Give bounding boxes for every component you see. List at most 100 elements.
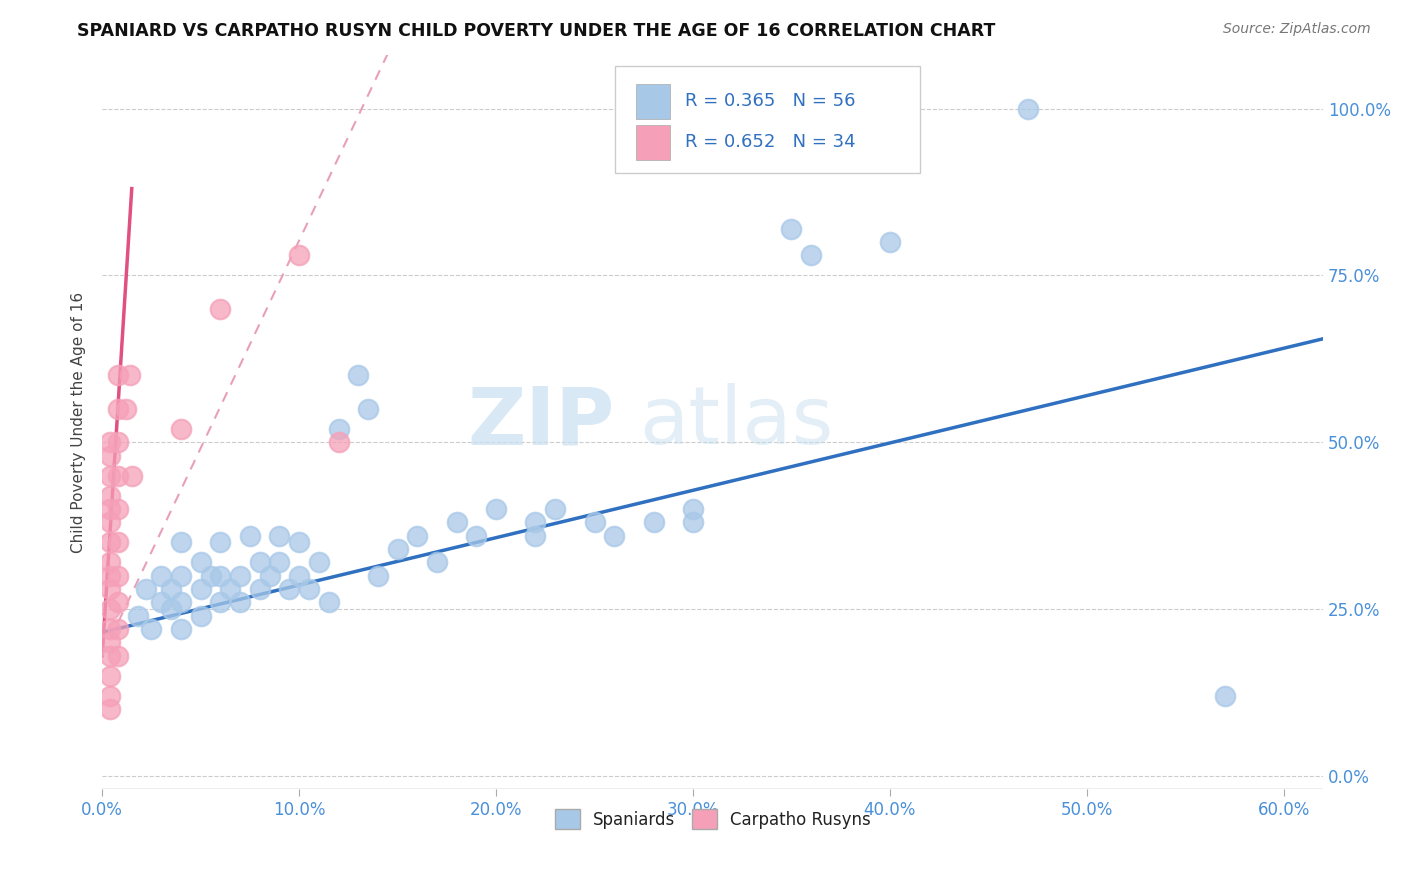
Point [170, 535, 193, 549]
Point [239, 528, 262, 542]
Point [269, 555, 291, 569]
Point [1213, 689, 1236, 703]
Point [209, 568, 232, 582]
Point [170, 568, 193, 582]
Point [107, 595, 129, 609]
FancyBboxPatch shape [614, 66, 921, 172]
FancyBboxPatch shape [636, 84, 669, 119]
Point [446, 516, 468, 530]
Point [190, 555, 212, 569]
Point [328, 422, 350, 436]
Point [135, 582, 157, 596]
Point [682, 502, 704, 516]
Point [107, 502, 129, 516]
Point [485, 502, 508, 516]
Point [98, 449, 121, 463]
Y-axis label: Child Poverty Under the Age of 16: Child Poverty Under the Age of 16 [72, 292, 86, 553]
Point [259, 568, 281, 582]
Point [209, 535, 232, 549]
Point [107, 622, 129, 636]
Point [800, 248, 823, 262]
Point [357, 401, 380, 416]
Point [524, 528, 547, 542]
Point [118, 368, 141, 383]
Point [141, 622, 163, 636]
Point [879, 235, 901, 249]
Point [308, 555, 330, 569]
Point [347, 368, 370, 383]
Point [98, 468, 121, 483]
Point [160, 582, 183, 596]
Point [98, 669, 121, 683]
Text: SPANIARD VS CARPATHO RUSYN CHILD POVERTY UNDER THE AGE OF 16 CORRELATION CHART: SPANIARD VS CARPATHO RUSYN CHILD POVERTY… [77, 22, 995, 40]
Point [1017, 102, 1039, 116]
Point [367, 568, 389, 582]
Point [170, 422, 193, 436]
Point [107, 401, 129, 416]
Point [229, 568, 252, 582]
Point [465, 528, 488, 542]
Text: Source: ZipAtlas.com: Source: ZipAtlas.com [1223, 22, 1371, 37]
FancyBboxPatch shape [636, 125, 669, 160]
Point [170, 622, 193, 636]
Point [288, 248, 311, 262]
Text: R = 0.652   N = 34: R = 0.652 N = 34 [685, 134, 855, 152]
Point [780, 221, 803, 235]
Point [98, 555, 121, 569]
Point [160, 602, 183, 616]
Point [98, 535, 121, 549]
Point [603, 528, 626, 542]
Point [98, 435, 121, 450]
Point [387, 541, 409, 556]
Point [190, 582, 212, 596]
Point [190, 608, 212, 623]
Point [107, 435, 129, 450]
Point [115, 401, 138, 416]
Text: ZIP: ZIP [468, 384, 614, 461]
Point [318, 595, 340, 609]
Point [209, 595, 232, 609]
Point [98, 635, 121, 649]
Point [249, 582, 271, 596]
Point [544, 502, 567, 516]
Point [170, 595, 193, 609]
Point [150, 595, 173, 609]
Point [583, 516, 606, 530]
Point [98, 489, 121, 503]
Point [298, 582, 321, 596]
Point [288, 535, 311, 549]
Point [288, 568, 311, 582]
Point [98, 582, 121, 596]
Point [107, 648, 129, 663]
Point [643, 516, 665, 530]
Point [98, 516, 121, 530]
Point [98, 502, 121, 516]
Point [219, 582, 242, 596]
Point [229, 595, 252, 609]
Point [121, 468, 143, 483]
Point [98, 648, 121, 663]
Point [98, 622, 121, 636]
Point [107, 468, 129, 483]
Point [107, 368, 129, 383]
Text: atlas: atlas [640, 384, 834, 461]
Point [682, 516, 704, 530]
Point [98, 689, 121, 703]
Point [328, 435, 350, 450]
Text: R = 0.365   N = 56: R = 0.365 N = 56 [685, 93, 855, 111]
Point [98, 602, 121, 616]
Point [524, 516, 547, 530]
Point [209, 301, 232, 316]
Point [269, 528, 291, 542]
Point [98, 702, 121, 716]
Point [98, 568, 121, 582]
Point [200, 568, 222, 582]
Legend: Spaniards, Carpatho Rusyns: Spaniards, Carpatho Rusyns [548, 802, 877, 836]
Point [426, 555, 449, 569]
Point [249, 555, 271, 569]
Point [107, 535, 129, 549]
Point [107, 568, 129, 582]
Point [406, 528, 429, 542]
Point [278, 582, 301, 596]
Point [150, 568, 173, 582]
